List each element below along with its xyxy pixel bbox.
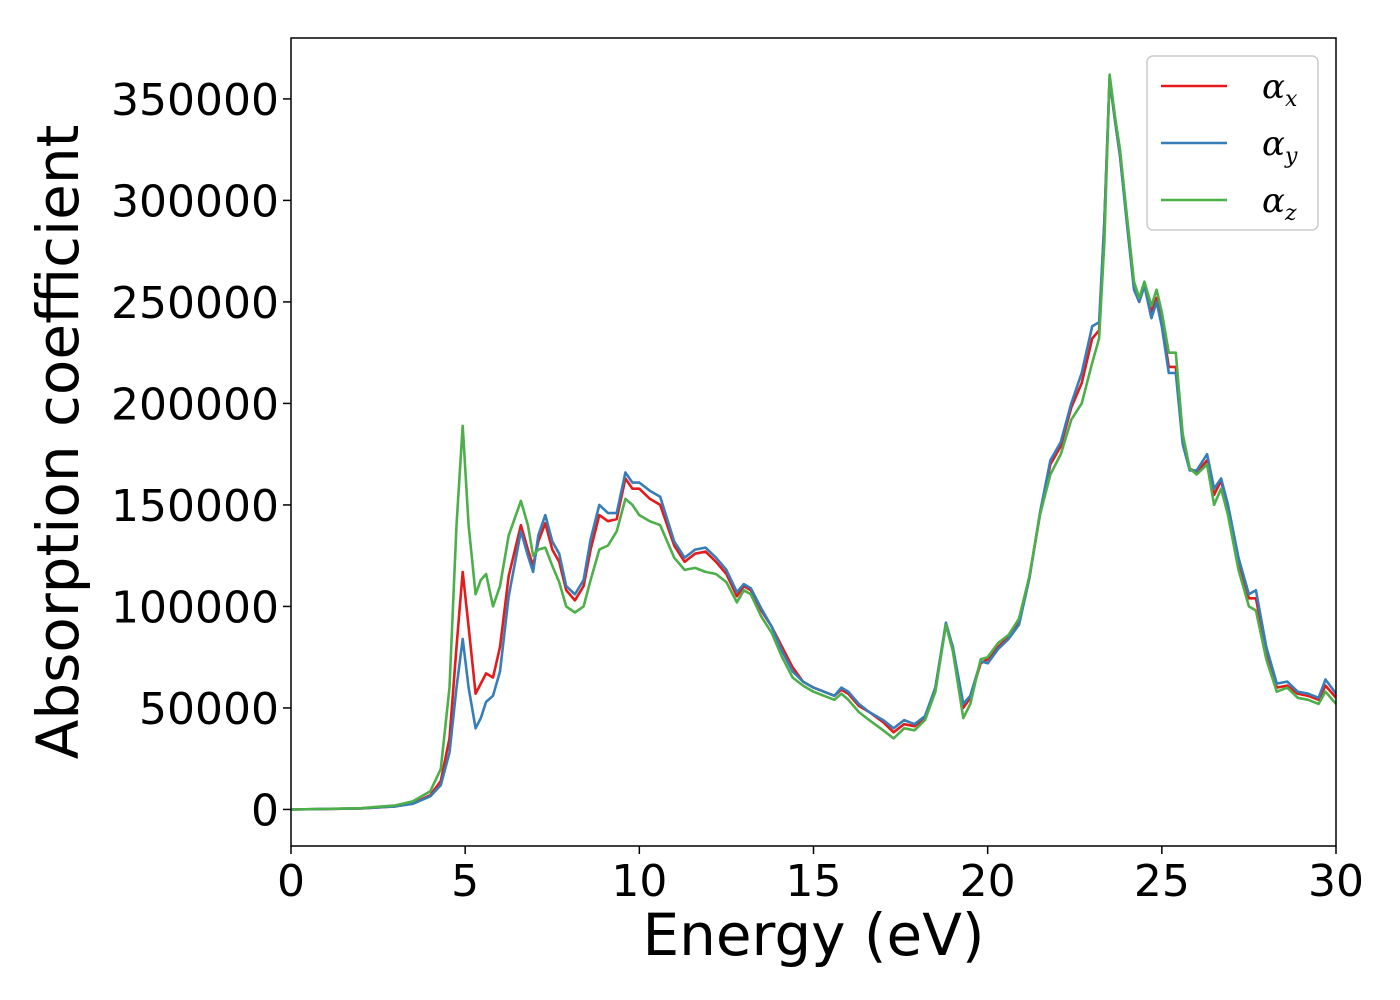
legend-label-subscript: x (1285, 87, 1298, 112)
x-tick-label: 0 (277, 856, 305, 907)
legend-label-subscript: z (1284, 201, 1297, 226)
y-tick-label: 200000 (111, 379, 279, 430)
x-tick-label: 15 (786, 856, 842, 907)
legend-label-subscript: y (1284, 144, 1298, 169)
y-tick-label: 0 (251, 785, 279, 836)
x-tick-label: 25 (1134, 856, 1190, 907)
y-tick-label: 350000 (111, 75, 279, 126)
y-tick-label: 150000 (111, 481, 279, 532)
legend-label-base: α (1262, 67, 1285, 107)
y-tick-label: 100000 (111, 582, 279, 633)
legend-label-base: α (1262, 181, 1285, 221)
x-tick-label: 5 (451, 856, 479, 907)
x-tick-label: 20 (960, 856, 1016, 907)
legend-box (1146, 55, 1319, 231)
series-line-y (291, 77, 1336, 811)
x-axis: 0 5 10 15 20 25 30 (277, 846, 1364, 907)
x-tick-label: 10 (611, 856, 667, 907)
x-axis-title: Energy (eV) (642, 901, 984, 969)
y-axis-title: Absorption coefficient (24, 125, 92, 760)
y-tick-label: 50000 (139, 684, 279, 735)
x-tick-label: 30 (1308, 856, 1364, 907)
y-tick-label: 300000 (111, 176, 279, 227)
y-axis: 0 50000 100000 150000 200000 250000 300000 3500… (111, 75, 291, 836)
legend-label-z: αz (1262, 181, 1297, 226)
legend-label-x: αx (1262, 67, 1298, 112)
series-layer (291, 73, 1336, 811)
legend-label-base: α (1262, 124, 1285, 164)
y-tick-label: 250000 (111, 278, 279, 329)
legend-label-y: αy (1262, 124, 1298, 169)
series-line-z (291, 73, 1336, 811)
